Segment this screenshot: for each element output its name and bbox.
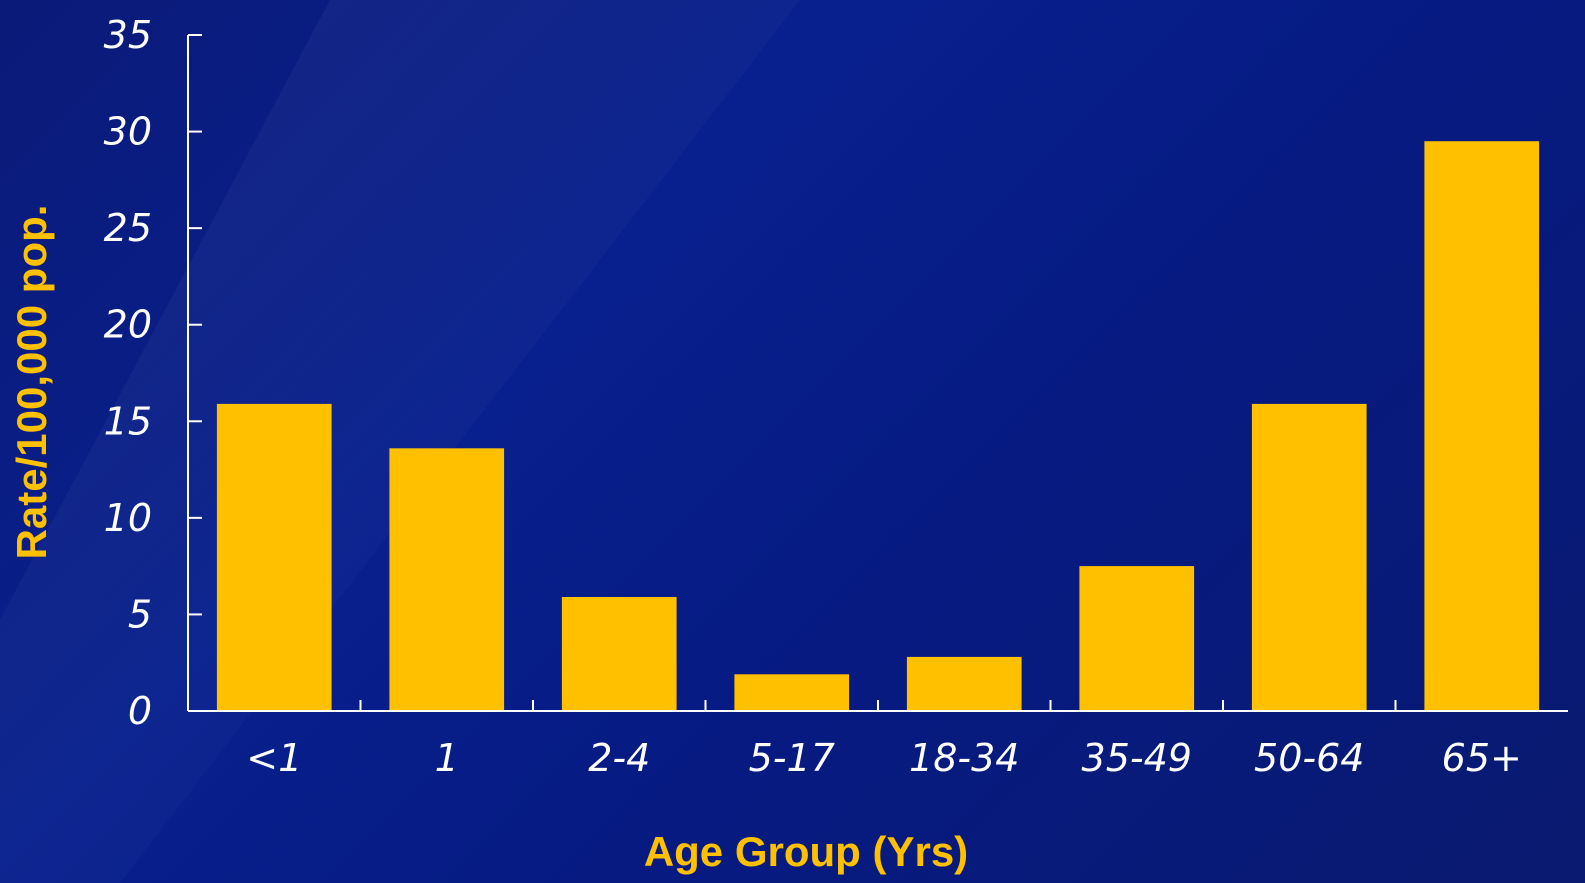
x-tick-label-0: <1 — [246, 736, 302, 780]
x-tick-label-4: 18-34 — [909, 736, 1019, 780]
x-tick-label-7: 65+ — [1442, 736, 1522, 780]
x-tick-label-5: 35-49 — [1082, 736, 1192, 780]
y-tick-label-6: 30 — [104, 110, 152, 154]
bar-3 — [734, 674, 850, 711]
bar-4 — [906, 656, 1022, 711]
bar-2 — [561, 597, 677, 711]
x-axis-title: Age Group (Yrs) — [644, 828, 968, 875]
y-tick-label-1: 5 — [128, 592, 152, 636]
bar-1 — [389, 448, 505, 711]
background-sheen — [0, 0, 800, 883]
y-axis-title: Rate/100,000 pop. — [8, 205, 55, 560]
bar-0 — [216, 403, 332, 711]
bar-6 — [1251, 403, 1367, 711]
y-tick-label-2: 10 — [104, 496, 152, 540]
y-tick-label-7: 35 — [104, 13, 152, 57]
y-tick-label-5: 25 — [104, 206, 152, 250]
y-tick-label-3: 15 — [104, 399, 152, 443]
bar-5 — [1079, 566, 1195, 711]
x-tick-label-1: 1 — [435, 736, 459, 780]
x-tick-label-6: 50-64 — [1254, 736, 1364, 780]
y-tick-label-4: 20 — [104, 303, 152, 347]
y-tick-label-0: 0 — [128, 689, 152, 733]
bar-7 — [1424, 141, 1540, 711]
x-tick-label-2: 2-4 — [588, 736, 650, 780]
x-tick-label-3: 5-17 — [749, 736, 835, 780]
